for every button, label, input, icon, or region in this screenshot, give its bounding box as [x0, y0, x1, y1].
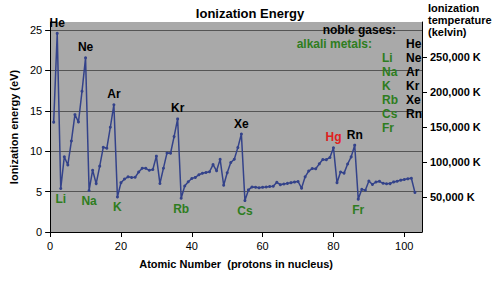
svg-text:25: 25 — [30, 24, 42, 36]
svg-text:Ionization Energy: Ionization Energy — [196, 6, 305, 21]
svg-text:Cs: Cs — [237, 204, 253, 218]
svg-text:Rn: Rn — [406, 107, 422, 121]
svg-text:alkali metals:: alkali metals: — [297, 37, 372, 51]
svg-text:Xe: Xe — [406, 93, 421, 107]
svg-text:250,000 K: 250,000 K — [430, 51, 481, 63]
svg-text:Xe: Xe — [234, 117, 249, 131]
svg-text:Rb: Rb — [173, 202, 189, 216]
svg-text:100: 100 — [395, 240, 413, 252]
svg-text:He: He — [406, 37, 422, 51]
svg-text:50,000 K: 50,000 K — [430, 191, 475, 203]
svg-text:Ionization: Ionization — [428, 2, 482, 14]
svg-text:Atomic Number (protons in nuc: Atomic Number (protons in nucleus) — [139, 258, 333, 270]
svg-text:20: 20 — [115, 240, 127, 252]
svg-text:10: 10 — [30, 145, 42, 157]
svg-text:Cs: Cs — [382, 107, 398, 121]
svg-text:(kelvin): (kelvin) — [428, 26, 467, 38]
svg-text:Ne: Ne — [406, 51, 422, 65]
svg-text:150,000 K: 150,000 K — [430, 121, 481, 133]
svg-text:Ar: Ar — [406, 65, 420, 79]
svg-text:100,000 K: 100,000 K — [430, 156, 481, 168]
svg-text:Kr: Kr — [406, 79, 420, 93]
svg-text:Fr: Fr — [382, 121, 394, 135]
svg-text:15: 15 — [30, 105, 42, 117]
svg-text:Hg: Hg — [325, 130, 341, 144]
svg-text:Rn: Rn — [347, 128, 363, 142]
svg-text:temperature: temperature — [428, 14, 495, 26]
svg-text:40: 40 — [186, 240, 198, 252]
svg-text:Na: Na — [81, 194, 97, 208]
svg-text:20: 20 — [30, 64, 42, 76]
svg-text:Rb: Rb — [382, 93, 398, 107]
svg-text:200,000 K: 200,000 K — [430, 86, 481, 98]
svg-text:Li: Li — [55, 192, 66, 206]
svg-text:K: K — [382, 79, 391, 93]
svg-text:0: 0 — [47, 240, 53, 252]
svg-text:Ar: Ar — [107, 87, 121, 101]
svg-text:Fr: Fr — [352, 203, 364, 217]
svg-text:80: 80 — [327, 240, 339, 252]
svg-text:He: He — [50, 16, 66, 30]
svg-text:noble gases:: noble gases: — [323, 23, 396, 37]
svg-text:Ne: Ne — [78, 40, 94, 54]
svg-text:5: 5 — [36, 186, 42, 198]
svg-text:Kr: Kr — [171, 101, 185, 115]
svg-text:K: K — [113, 200, 122, 214]
svg-text:Li: Li — [382, 51, 393, 65]
svg-text:0: 0 — [36, 226, 42, 238]
svg-text:Ionization energy (eV): Ionization energy (eV) — [8, 70, 20, 185]
svg-text:Na: Na — [382, 65, 398, 79]
svg-text:60: 60 — [257, 240, 269, 252]
